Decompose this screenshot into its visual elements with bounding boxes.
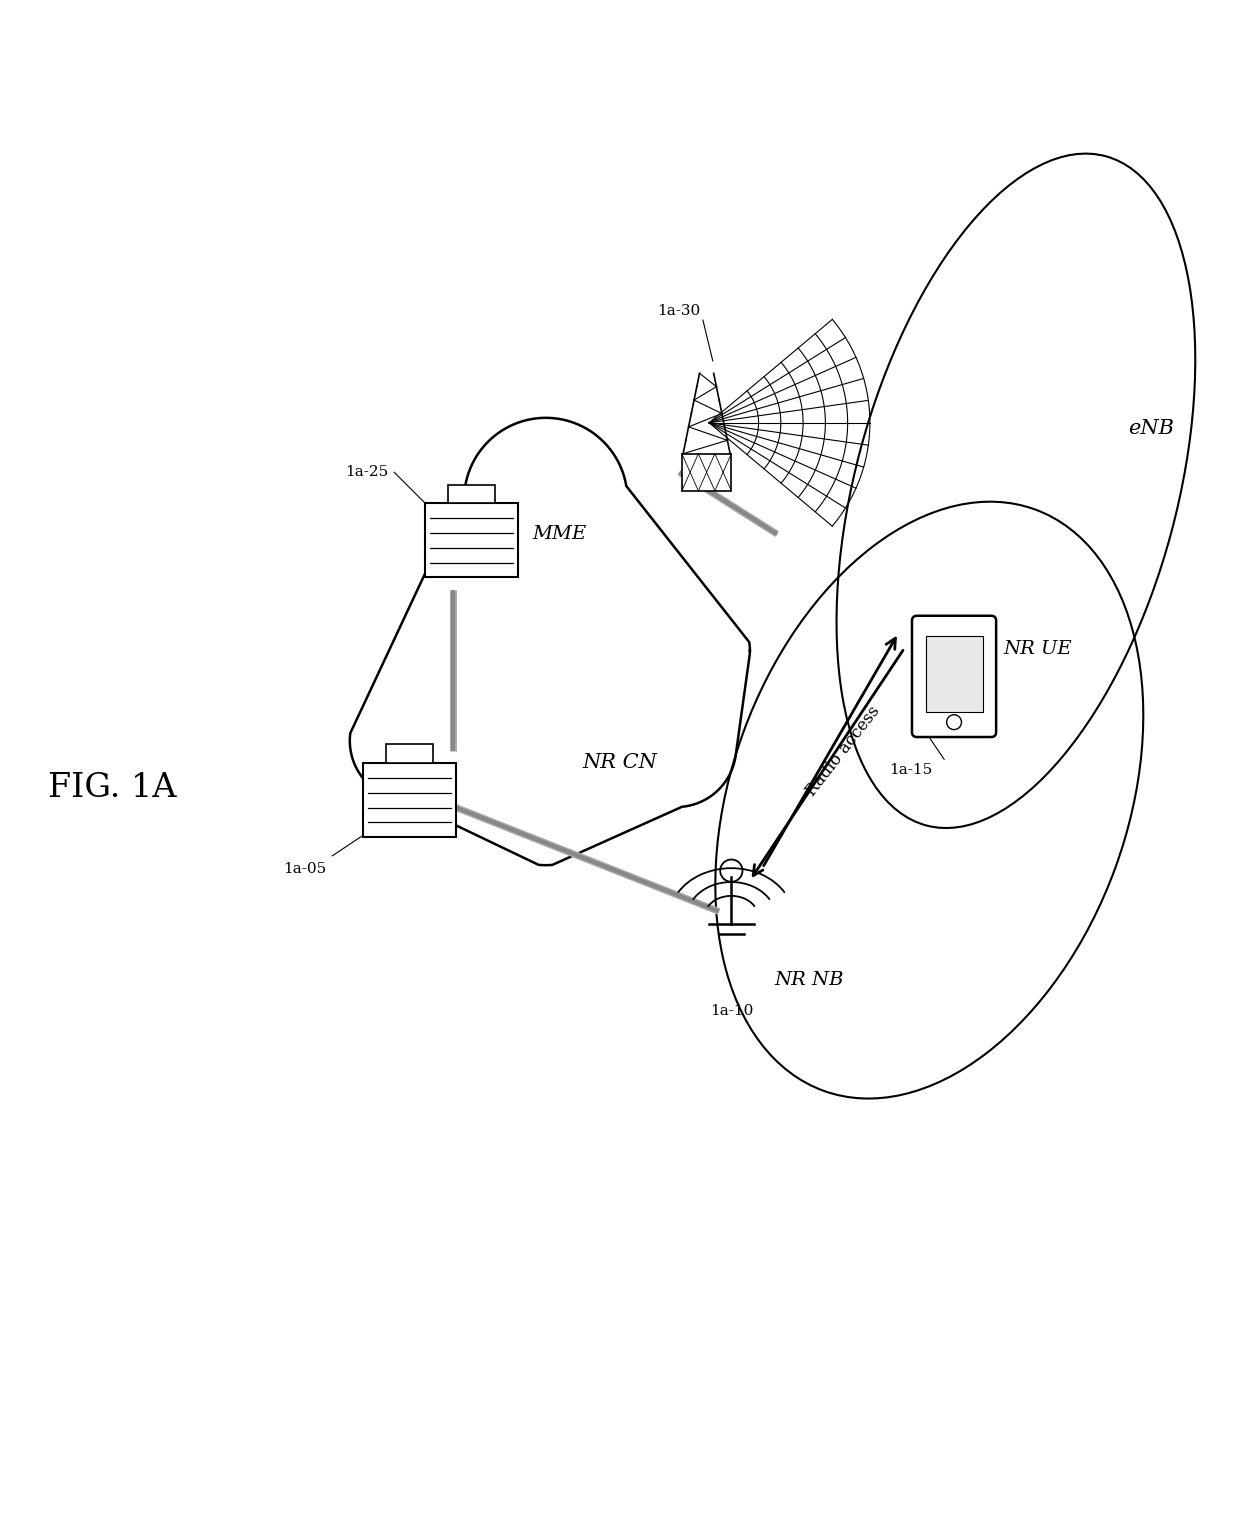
Text: 1a-05: 1a-05 — [283, 862, 326, 876]
Text: 1a-10: 1a-10 — [709, 1004, 753, 1018]
FancyBboxPatch shape — [682, 453, 732, 491]
Text: NR NB: NR NB — [775, 971, 844, 989]
FancyBboxPatch shape — [387, 745, 433, 763]
FancyBboxPatch shape — [425, 504, 518, 577]
Polygon shape — [350, 418, 750, 865]
Text: eNB: eNB — [1128, 420, 1174, 438]
FancyBboxPatch shape — [911, 617, 996, 737]
FancyBboxPatch shape — [449, 485, 495, 504]
Text: 1a-25: 1a-25 — [345, 465, 388, 479]
Text: 1a-15: 1a-15 — [889, 763, 932, 777]
Text: Radio access: Radio access — [802, 702, 883, 800]
Text: 1a-30: 1a-30 — [657, 304, 701, 317]
Text: MME: MME — [533, 525, 587, 543]
Text: NR CN: NR CN — [583, 754, 657, 772]
Text: FIG. 1A: FIG. 1A — [48, 772, 177, 804]
FancyBboxPatch shape — [925, 635, 982, 713]
FancyBboxPatch shape — [363, 763, 456, 838]
Text: NR UE: NR UE — [1003, 639, 1073, 658]
